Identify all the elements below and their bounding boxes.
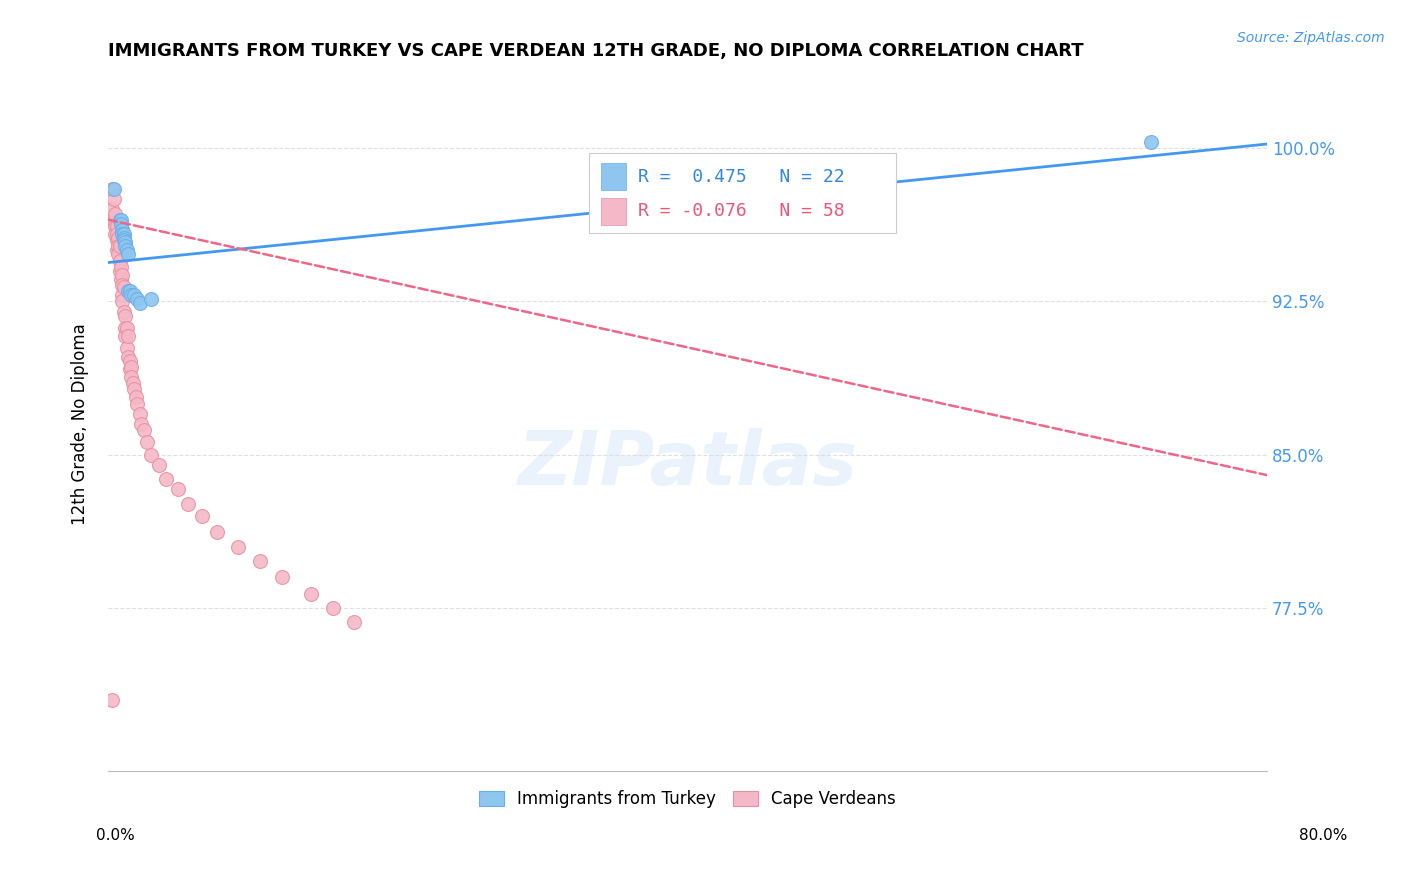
Point bbox=[122, 288, 145, 302]
Point bbox=[343, 615, 366, 630]
Text: IMMIGRANTS FROM TURKEY VS CAPE VERDEAN 12TH GRADE, NO DIPLOMA CORRELATION CHART: IMMIGRANTS FROM TURKEY VS CAPE VERDEAN 1… bbox=[108, 42, 1084, 60]
Point bbox=[108, 253, 131, 268]
Point bbox=[115, 244, 138, 258]
Point bbox=[114, 309, 136, 323]
Point bbox=[107, 231, 129, 245]
Text: ZIPatlas: ZIPatlas bbox=[517, 428, 858, 501]
Point bbox=[118, 361, 141, 376]
Point bbox=[115, 342, 138, 356]
Point bbox=[114, 239, 136, 253]
Point bbox=[112, 304, 135, 318]
Point bbox=[125, 293, 148, 307]
Point bbox=[120, 288, 142, 302]
Point bbox=[120, 359, 142, 374]
Text: 0.0%: 0.0% bbox=[96, 828, 135, 843]
Point bbox=[191, 508, 214, 523]
Point bbox=[112, 231, 135, 245]
Point bbox=[128, 407, 150, 421]
Point bbox=[110, 212, 132, 227]
Point bbox=[128, 296, 150, 310]
Point bbox=[111, 294, 134, 309]
Point bbox=[101, 693, 124, 707]
Point bbox=[103, 182, 125, 196]
Point bbox=[118, 284, 141, 298]
Point bbox=[117, 284, 139, 298]
Point bbox=[111, 223, 134, 237]
Point bbox=[125, 396, 148, 410]
Text: Source: ZipAtlas.com: Source: ZipAtlas.com bbox=[1237, 31, 1385, 45]
Point bbox=[118, 353, 141, 368]
Point bbox=[1140, 135, 1163, 149]
Point bbox=[111, 288, 134, 302]
Point bbox=[121, 376, 143, 391]
FancyBboxPatch shape bbox=[600, 163, 626, 190]
Point bbox=[105, 227, 128, 241]
Point bbox=[105, 244, 128, 258]
Point bbox=[249, 554, 271, 568]
Point bbox=[166, 483, 188, 497]
Legend: Immigrants from Turkey, Cape Verdeans: Immigrants from Turkey, Cape Verdeans bbox=[472, 784, 903, 815]
Text: R = -0.076   N = 58: R = -0.076 N = 58 bbox=[637, 202, 844, 220]
FancyBboxPatch shape bbox=[589, 153, 896, 233]
FancyBboxPatch shape bbox=[600, 198, 626, 225]
Point bbox=[141, 293, 163, 307]
Point bbox=[108, 264, 131, 278]
Point bbox=[108, 212, 131, 227]
Point bbox=[322, 601, 344, 615]
Point bbox=[114, 235, 136, 249]
Point bbox=[117, 329, 139, 343]
Point bbox=[120, 370, 142, 384]
Point bbox=[228, 540, 250, 554]
Point bbox=[148, 458, 170, 472]
Point bbox=[107, 247, 129, 261]
Point bbox=[124, 391, 146, 405]
Point bbox=[114, 329, 136, 343]
Point bbox=[122, 382, 145, 396]
Text: 80.0%: 80.0% bbox=[1299, 828, 1347, 843]
Point bbox=[112, 280, 135, 294]
Point bbox=[136, 435, 159, 450]
Point bbox=[155, 472, 177, 486]
Point bbox=[103, 212, 125, 227]
Point bbox=[176, 497, 198, 511]
Point bbox=[111, 223, 134, 237]
Point bbox=[270, 570, 292, 584]
Y-axis label: 12th Grade, No Diploma: 12th Grade, No Diploma bbox=[72, 323, 89, 524]
Point bbox=[101, 202, 124, 217]
Point bbox=[299, 586, 322, 600]
Point bbox=[103, 192, 125, 206]
Point bbox=[108, 239, 131, 253]
Point bbox=[104, 227, 127, 241]
Point bbox=[104, 206, 127, 220]
Point bbox=[141, 448, 163, 462]
Point bbox=[110, 272, 132, 286]
Point bbox=[111, 268, 134, 282]
Point bbox=[105, 233, 128, 247]
Point bbox=[115, 321, 138, 335]
Point bbox=[114, 321, 136, 335]
Point bbox=[101, 182, 124, 196]
Point bbox=[111, 227, 134, 241]
Point bbox=[205, 525, 228, 540]
Point bbox=[131, 417, 153, 431]
Point bbox=[110, 260, 132, 274]
Point bbox=[117, 247, 139, 261]
Point bbox=[117, 350, 139, 364]
Point bbox=[110, 217, 132, 231]
Point bbox=[107, 239, 129, 253]
Point bbox=[105, 219, 128, 233]
Point bbox=[104, 219, 127, 233]
Point bbox=[111, 278, 134, 293]
Point bbox=[134, 423, 156, 437]
Point bbox=[112, 233, 135, 247]
Point bbox=[112, 227, 135, 241]
Text: R =  0.475   N = 22: R = 0.475 N = 22 bbox=[637, 168, 844, 186]
